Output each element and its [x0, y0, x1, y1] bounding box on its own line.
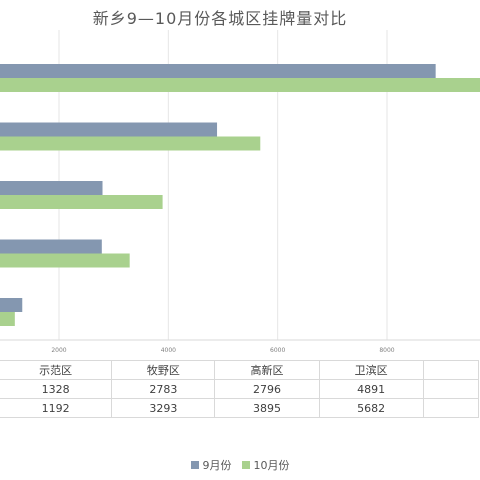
bar-chart: 2000 4000 6000 8000 [0, 30, 480, 354]
table-row: 示范区 牧野区 高新区 卫滨区 [0, 360, 480, 380]
x-tick-label: 8000 [379, 347, 394, 354]
table-cell: 3293 [111, 398, 216, 418]
table-cell: 2796 [214, 379, 320, 399]
table-cell: 1192 [0, 398, 113, 418]
table-cell: 示范区 [0, 360, 113, 380]
table-cell: 牧野区 [111, 360, 216, 380]
bar-sep-3 [0, 122, 218, 137]
bar-sep-4 [0, 64, 436, 78]
table-cell: 卫滨区 [318, 360, 424, 380]
table-cell: 高新区 [214, 360, 320, 380]
bar-sep-1 [0, 239, 102, 254]
bar-oct-1 [0, 253, 130, 268]
table-cell: 4891 [318, 379, 424, 399]
table-row: 1192 3293 3895 5682 [0, 398, 480, 418]
legend-swatch [190, 461, 199, 469]
chart-legend: 9月份 10月份 [0, 457, 480, 473]
bar-oct-2 [0, 195, 163, 209]
table-cell: 1328 [0, 379, 113, 399]
legend-item: 10月份 [241, 457, 290, 473]
table-cell: 2783 [111, 379, 216, 399]
bar-oct-0 [0, 312, 15, 326]
bar-sep-0 [0, 298, 23, 312]
legend-label: 10月份 [253, 459, 290, 472]
table-row: 1328 2783 2796 4891 [0, 379, 480, 399]
bar-oct-4 [0, 78, 480, 92]
bar-sep-2 [0, 181, 103, 195]
table-cell [422, 379, 480, 399]
legend-label: 9月份 [202, 459, 232, 472]
chart-title: 新乡9—10月份各城区挂牌量对比 [92, 9, 348, 28]
table-cell [422, 398, 480, 418]
table-cell [422, 360, 480, 380]
bar-oct-3 [0, 136, 261, 151]
x-tick-label: 6000 [270, 347, 285, 354]
table-cell: 3895 [214, 398, 320, 418]
data-table: 示范区 牧野区 高新区 卫滨区 1328 2783 2796 4891 1192… [0, 360, 480, 418]
legend-swatch [241, 461, 250, 469]
table-cell: 5682 [318, 398, 424, 418]
x-tick-label: 2000 [51, 347, 66, 354]
x-tick-label: 4000 [161, 347, 176, 354]
legend-item: 9月份 [190, 457, 232, 473]
